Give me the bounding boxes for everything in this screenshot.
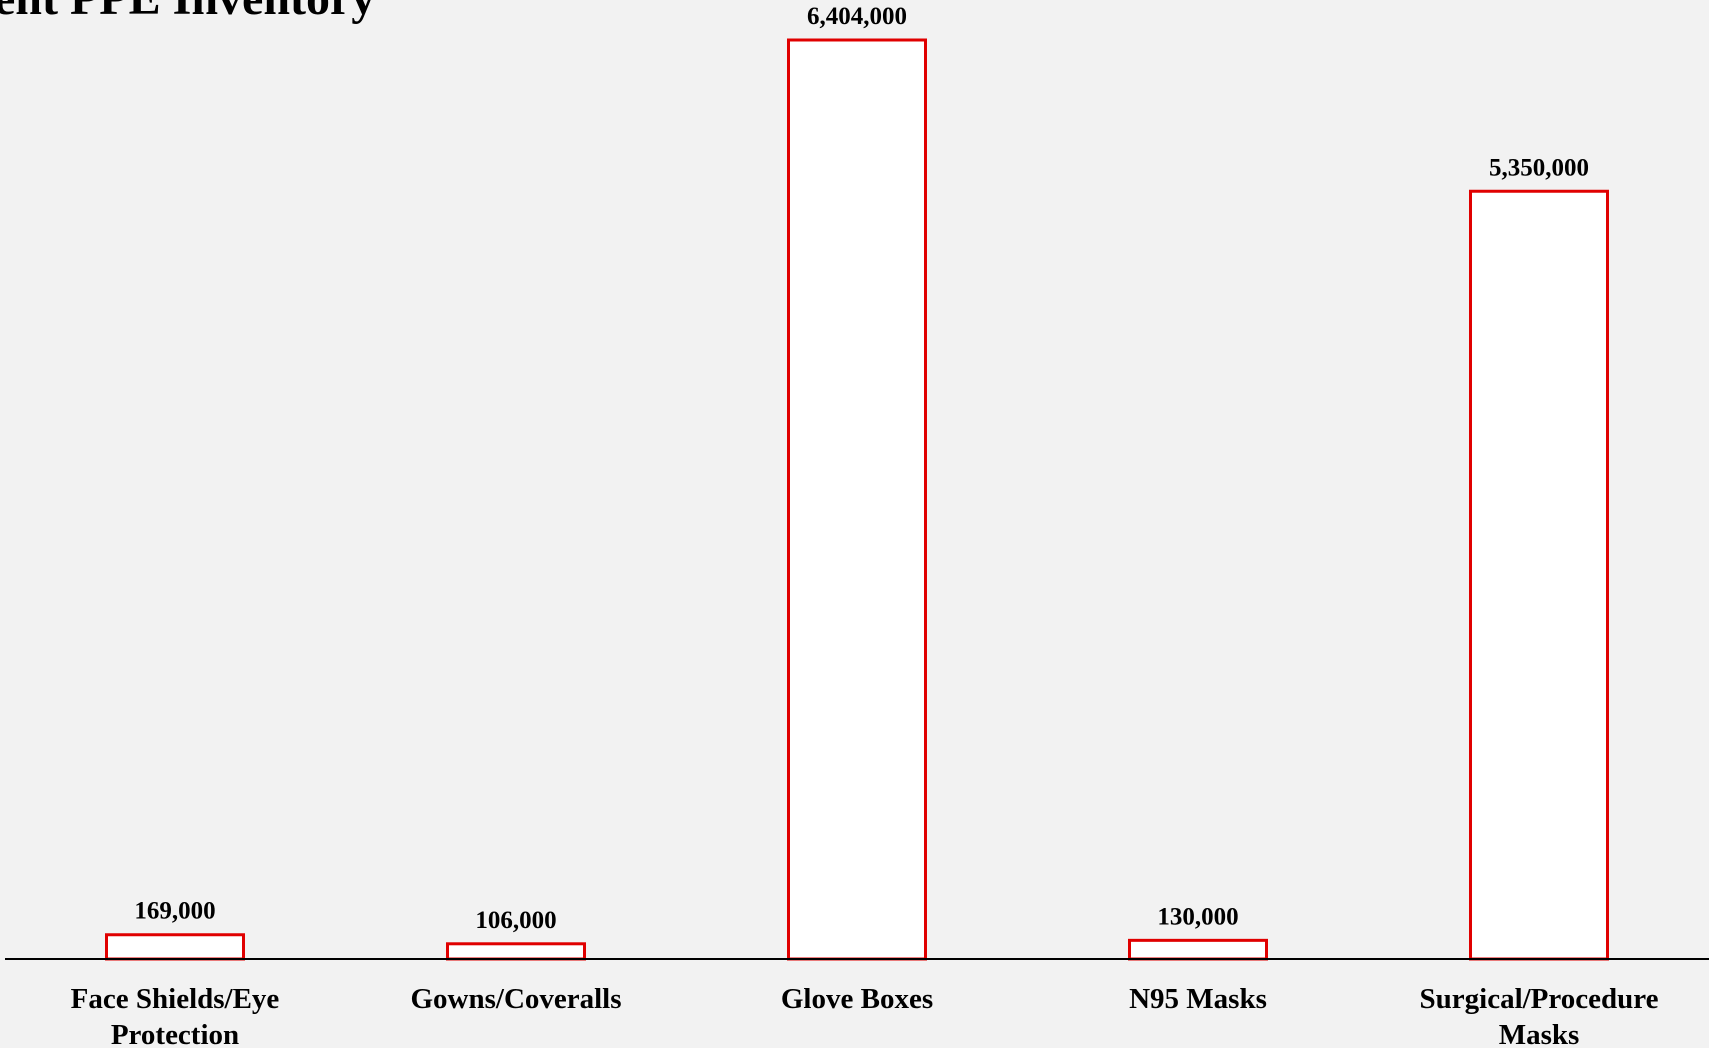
data-label-3: 130,000 xyxy=(1157,903,1238,930)
bar-4 xyxy=(1469,189,1609,961)
category-label-1-line-0: Gowns/Coveralls xyxy=(410,983,621,1015)
category-label-0-line-1: Protection xyxy=(111,1019,239,1048)
category-label-1: Gowns/Coveralls xyxy=(410,983,621,1015)
data-label-1: 106,000 xyxy=(475,907,556,934)
category-label-4: Surgical/Procedure Masks xyxy=(1420,983,1659,1048)
bar-1 xyxy=(446,942,586,961)
category-label-2-line-0: Glove Boxes xyxy=(781,983,933,1015)
data-labels-group: 169,000 106,000 6,404,000 130,000 5,350,000 xyxy=(134,3,1589,934)
bar-2 xyxy=(787,38,927,961)
category-label-0: Face Shields/Eye Protection xyxy=(71,983,280,1048)
category-label-2: Glove Boxes xyxy=(781,983,933,1015)
category-label-4-line-1: Masks xyxy=(1499,1019,1580,1048)
bars-group xyxy=(105,38,1609,961)
data-label-4: 5,350,000 xyxy=(1489,154,1589,181)
data-label-2: 6,404,000 xyxy=(807,3,907,30)
category-label-4-line-0: Surgical/Procedure xyxy=(1420,983,1659,1015)
category-label-3: N95 Masks xyxy=(1129,983,1267,1015)
category-label-3-line-0: N95 Masks xyxy=(1129,983,1267,1015)
chart-title: ent PPE Inventory xyxy=(0,0,375,25)
bar-3 xyxy=(1128,938,1268,961)
bar-0 xyxy=(105,933,245,961)
category-label-0-line-0: Face Shields/Eye xyxy=(71,983,280,1015)
category-labels-group: Face Shields/Eye Protection Gowns/Coverall… xyxy=(71,983,1659,1048)
data-label-0: 169,000 xyxy=(134,898,215,925)
